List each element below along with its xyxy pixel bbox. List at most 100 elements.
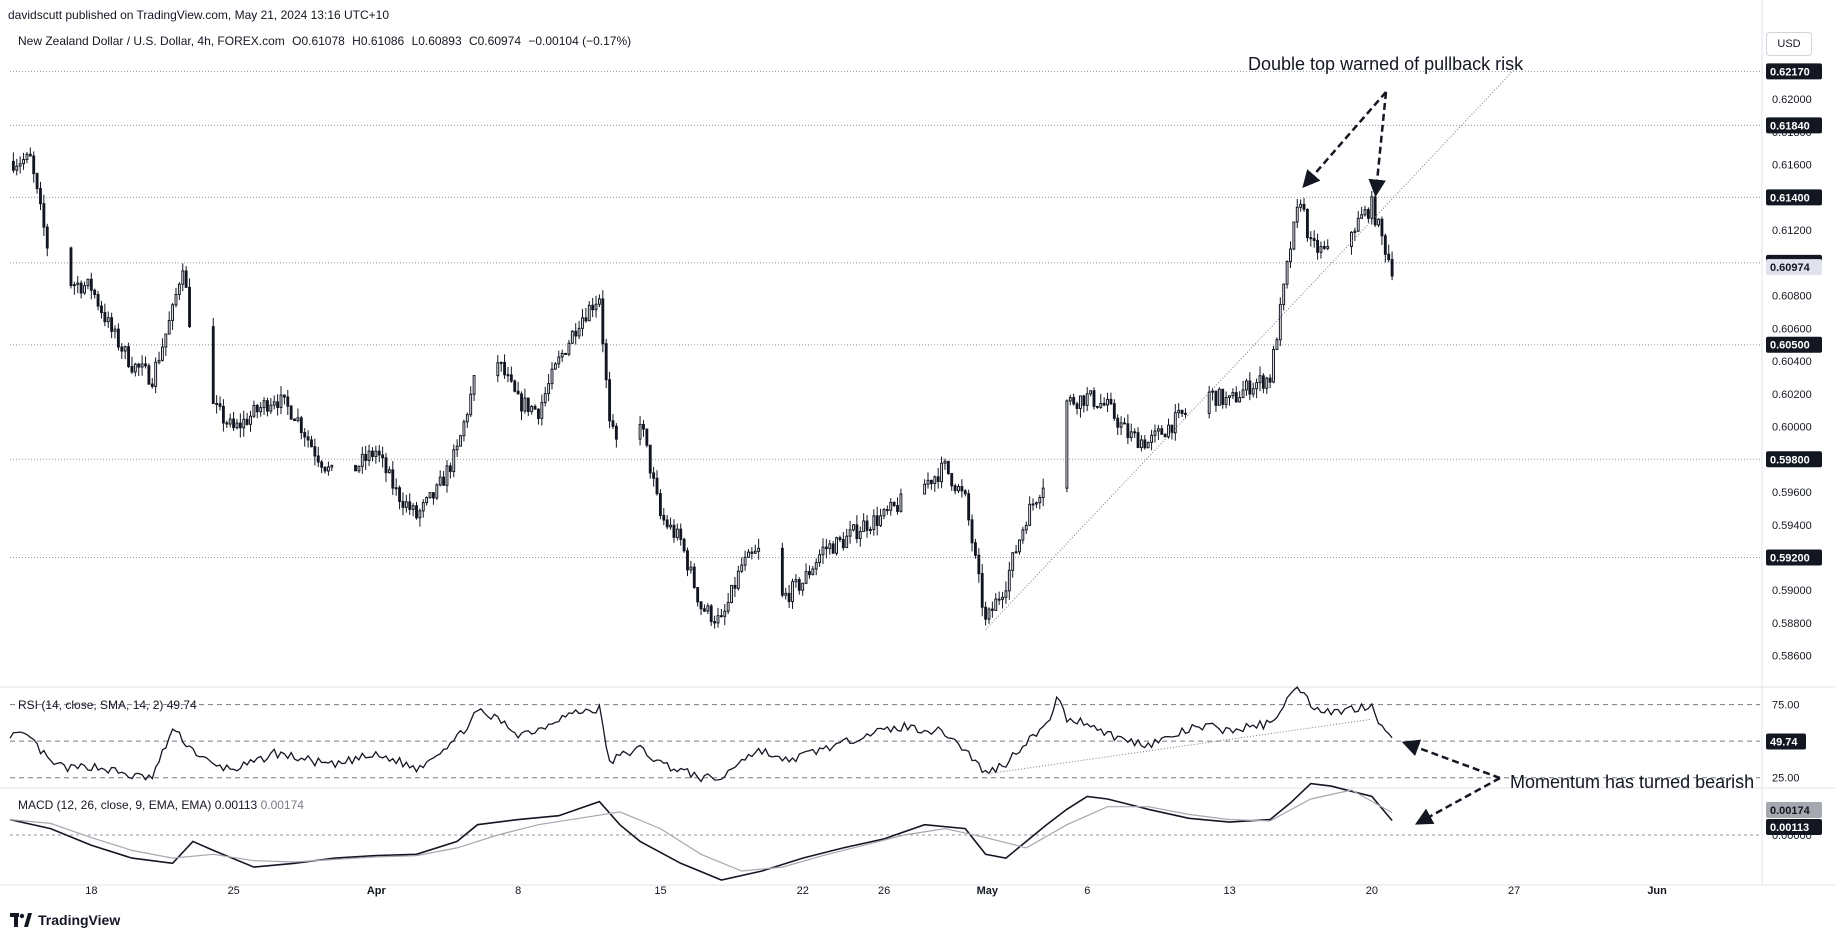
rsi-value-tag-label: 49.74 (1770, 737, 1798, 749)
candle-body (127, 346, 130, 368)
candle-body (1383, 235, 1387, 255)
candle-body (269, 404, 273, 412)
candle-body (1275, 339, 1279, 351)
candle-body (28, 153, 32, 157)
tradingview-logo-text: TradingView (38, 912, 121, 928)
candle-body (757, 547, 761, 552)
candle-body (679, 528, 683, 540)
candle-body (428, 492, 432, 499)
candle-body (455, 445, 459, 451)
candle-body (384, 457, 388, 474)
price-level-tag-label: 0.59200 (1770, 553, 1810, 565)
candle-body (1356, 217, 1360, 232)
candle-body (394, 487, 398, 490)
candle-body (1261, 375, 1265, 389)
candle-body (747, 551, 750, 558)
candle-body (106, 317, 110, 323)
candle-body (882, 509, 886, 517)
candle-body (1366, 209, 1370, 219)
candle-body (1014, 551, 1018, 554)
candle-body (516, 390, 520, 395)
macd-legend-label: MACD (12, 26, close, 9, EMA, EMA) (18, 798, 212, 812)
candle-body (140, 363, 144, 368)
candle-body (743, 556, 747, 566)
candle-body (506, 374, 510, 377)
price-axis-tick: 0.60400 (1772, 356, 1812, 368)
rsi-legend: RSI (14, close, SMA, 14, 2) 49.74 (18, 698, 197, 712)
candle-body (1099, 402, 1103, 408)
candle-body (357, 465, 361, 472)
candle-body (1034, 502, 1038, 505)
time-axis-tick: 25 (228, 885, 240, 897)
candle-body (550, 368, 554, 385)
candle-body (1170, 424, 1174, 434)
candle-body (885, 509, 889, 512)
candle-body (1156, 428, 1160, 432)
candle-body (177, 283, 181, 295)
price-level-tag (1766, 117, 1822, 134)
candle-body (645, 428, 649, 446)
candle-body (889, 501, 893, 511)
candle-body (655, 477, 659, 495)
time-axis-tick: 6 (1084, 885, 1090, 897)
candle-body (1079, 395, 1082, 409)
candle-body (1075, 403, 1079, 409)
published-by-text: davidscutt published on TradingView.com,… (8, 8, 390, 22)
candle-body (547, 383, 551, 395)
macd-value-tag-label: 0.00113 (1770, 822, 1809, 834)
candle-body (831, 543, 835, 554)
candle-body (472, 375, 476, 395)
currency-button[interactable]: USD (1766, 32, 1812, 56)
candle-body (1133, 431, 1137, 434)
candle-body (1272, 349, 1275, 383)
candle-body (780, 547, 784, 596)
candle-body (32, 155, 36, 175)
candle-body (15, 165, 19, 171)
candle-body (1390, 259, 1394, 277)
candle-body (1177, 409, 1181, 414)
candle-body (133, 363, 137, 373)
price-level-tag-label: 0.59800 (1770, 454, 1810, 466)
candle-body (933, 476, 937, 485)
candle-body (276, 401, 280, 408)
candle-body (425, 497, 429, 504)
candle-body (448, 465, 452, 472)
candle-body (841, 539, 845, 549)
price-axis-tick: 0.60800 (1772, 291, 1812, 303)
candle-body (401, 500, 405, 508)
candle-body (1011, 552, 1015, 571)
candle-body (1136, 432, 1140, 449)
candle-body (1119, 422, 1123, 428)
tradingview-logo[interactable]: TradingView (10, 912, 120, 928)
candle-body (686, 550, 689, 571)
candle-body (218, 403, 222, 407)
candle-body (272, 401, 276, 406)
candle-body (286, 396, 290, 407)
candle-body (940, 462, 943, 483)
momentum-arrow (1414, 776, 1501, 825)
candle-body (1041, 487, 1045, 499)
candle-body (1082, 395, 1086, 406)
candle-body (377, 450, 381, 456)
price-axis-tick: 0.59000 (1772, 585, 1812, 597)
candle-body (1305, 208, 1309, 239)
time-axis-tick: 15 (654, 885, 666, 897)
candle-body (116, 328, 120, 348)
candle-body (415, 505, 418, 519)
macd-signal-line (9, 789, 1393, 872)
candle-body (808, 571, 811, 576)
ohlc-low: L0.60893 (411, 34, 462, 48)
candle-body (22, 159, 25, 165)
candle-body (1350, 231, 1353, 247)
current-price-tag-label: 0.60974 (1770, 262, 1811, 274)
candle-body (1228, 395, 1231, 399)
candle-body (418, 510, 422, 519)
candle-body (364, 453, 368, 461)
candle-body (1180, 409, 1184, 414)
price-axis-tick: 0.59400 (1772, 520, 1812, 532)
candle-body (1028, 503, 1032, 526)
candle-body (86, 278, 90, 287)
time-axis-tick: 22 (797, 885, 809, 897)
